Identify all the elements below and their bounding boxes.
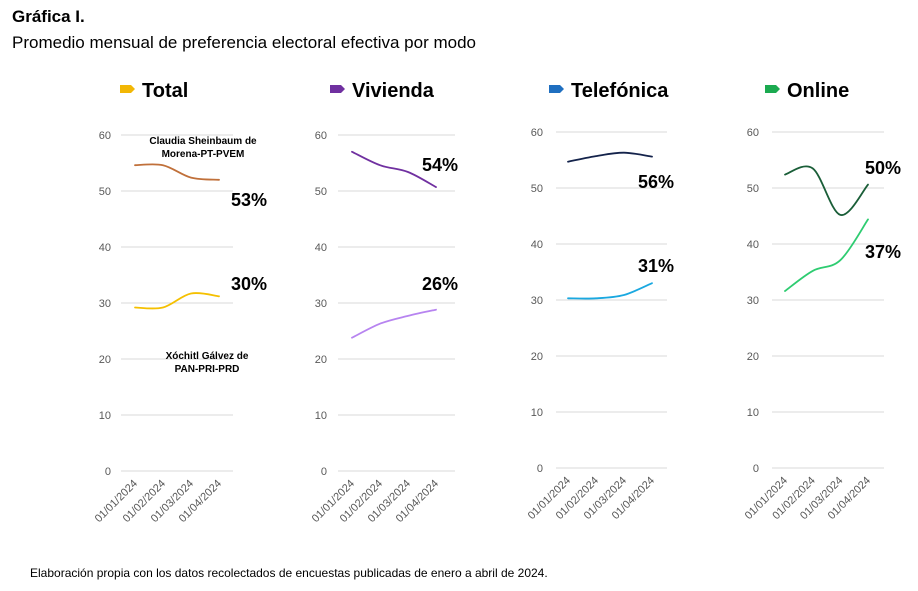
y-tick-label: 30 [99,298,111,310]
series-end-label: 54% [422,155,458,175]
series-end-label: 50% [865,158,901,178]
series-end-label: 53% [231,190,267,210]
panel-title: Telefónica [571,80,669,102]
y-tick-label: 40 [531,239,543,251]
source-note: Elaboración propia con los datos recolec… [30,566,548,580]
panel-title: Vivienda [352,80,435,102]
y-tick-label: 10 [99,410,111,422]
panel-title: Total [142,80,188,102]
y-tick-label: 20 [99,354,111,366]
series-line [134,292,220,310]
y-tick-label: 60 [315,130,327,142]
series-line [351,308,437,339]
annotation-text: PAN-PRI-PRD [175,364,240,375]
panel-3: Telefónica010203040506001/01/202401/02/2… [526,80,674,522]
y-tick-label: 30 [747,295,759,307]
y-tick-label: 50 [315,186,327,198]
series-end-label: 31% [638,256,674,276]
figure-subtitle: Promedio mensual de preferencia electora… [12,33,476,52]
legend-marker-icon [765,85,780,93]
annotation-text: Claudia Sheinbaum de [149,136,257,147]
y-tick-label: 50 [99,186,111,198]
y-tick-label: 20 [747,351,759,363]
series-line [567,282,653,300]
y-tick-label: 50 [531,183,543,195]
y-tick-label: 10 [315,410,327,422]
series-end-label: 56% [638,172,674,192]
y-tick-label: 0 [105,466,111,478]
y-tick-label: 40 [99,242,111,254]
y-tick-label: 50 [747,183,759,195]
series-line [784,165,869,216]
legend-marker-icon [330,85,345,93]
y-tick-label: 10 [747,407,759,419]
series-line [567,151,653,163]
y-tick-label: 30 [531,295,543,307]
y-tick-label: 60 [531,127,543,139]
panel-1: Total010203040506001/01/202401/02/202401… [93,80,267,525]
series-line [351,150,437,188]
legend-marker-icon [120,85,135,93]
legend-marker-icon [549,85,564,93]
annotation-text: Xóchitl Gálvez de [166,351,249,362]
figure-title: Gráfica I. [12,7,85,26]
y-tick-label: 60 [99,130,111,142]
y-tick-label: 0 [321,466,327,478]
y-tick-label: 40 [747,239,759,251]
series-end-label: 37% [865,242,901,262]
panel-4: Online010203040506001/01/202401/02/20240… [743,80,901,522]
series-line [134,163,220,181]
y-tick-label: 60 [747,127,759,139]
y-tick-label: 30 [315,298,327,310]
y-tick-label: 0 [537,463,543,475]
panel-2: Vivienda010203040506001/01/202401/02/202… [310,80,458,525]
y-tick-label: 20 [531,351,543,363]
series-end-label: 26% [422,274,458,294]
y-tick-label: 40 [315,242,327,254]
panel-title: Online [787,80,849,102]
series-end-label: 30% [231,274,267,294]
y-tick-label: 0 [753,463,759,475]
y-tick-label: 10 [531,407,543,419]
annotation-text: Morena-PT-PVEM [162,149,245,160]
series-line [784,218,869,292]
y-tick-label: 20 [315,354,327,366]
